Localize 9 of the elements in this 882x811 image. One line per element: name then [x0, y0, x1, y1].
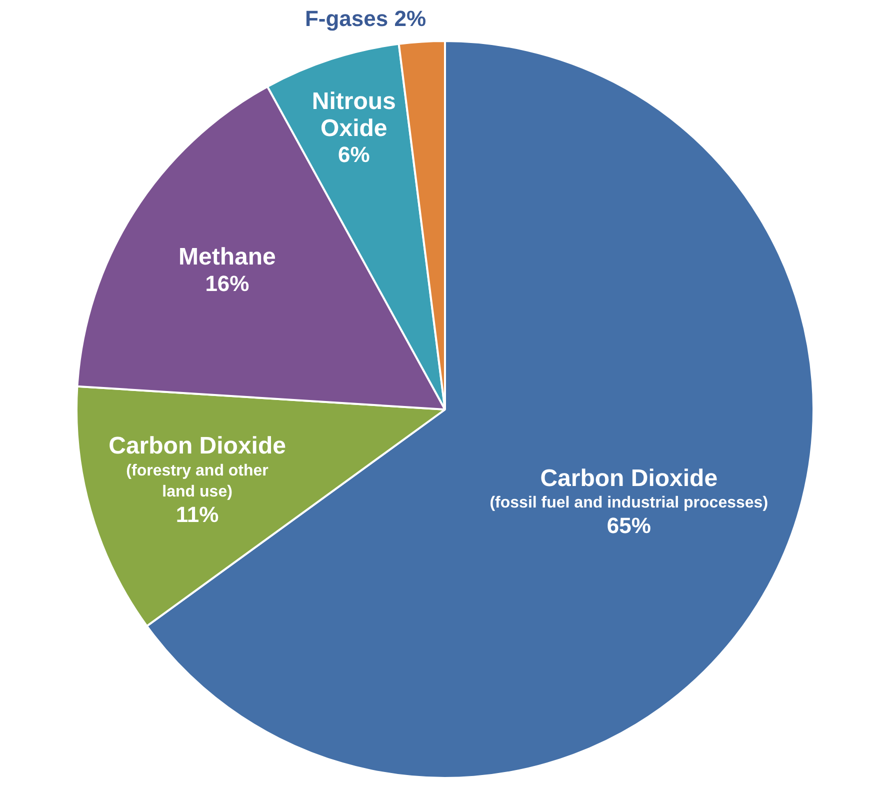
slice-label: Nitrous Oxide [312, 88, 396, 142]
data-label: 11% [176, 502, 219, 528]
slice-label: Carbon Dioxide (forestry and other land use) [108, 432, 286, 500]
data-label: 16% [205, 270, 250, 296]
slice-label: F-gases 2% [304, 6, 426, 31]
data-label: 65% [606, 513, 651, 538]
data-label: 6% [338, 142, 370, 168]
slice-label: Methane [178, 243, 276, 270]
slice-label: Carbon Dioxide (fossil fuel and industrial processes) [490, 464, 768, 512]
